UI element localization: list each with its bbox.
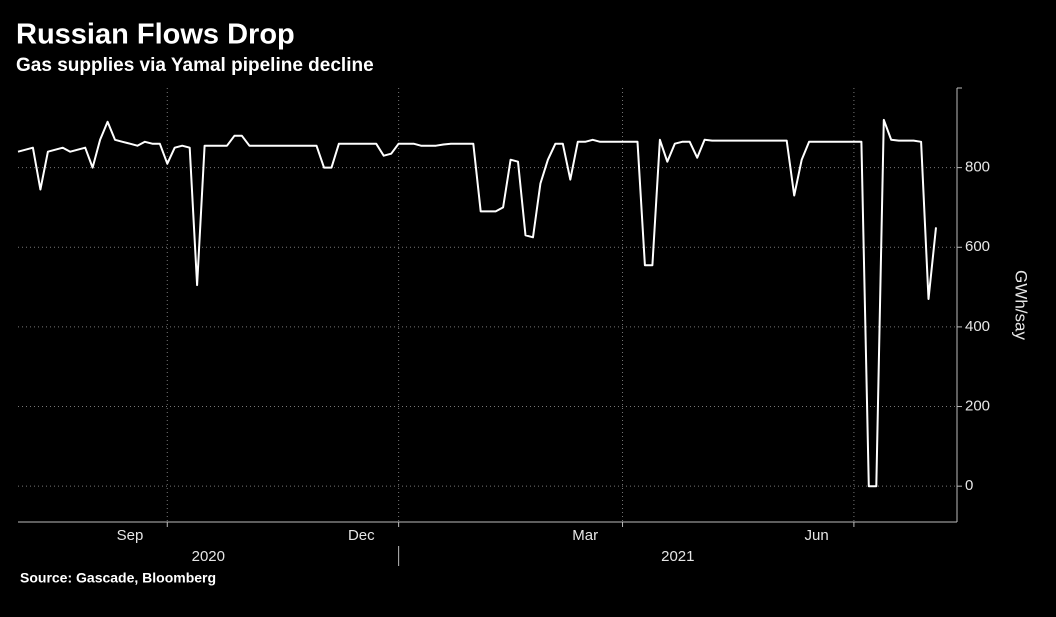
y-tick-label: 200 bbox=[965, 398, 990, 415]
x-tick-label: Mar bbox=[572, 527, 598, 544]
y-tick-label: 600 bbox=[965, 238, 990, 255]
year-label: 2021 bbox=[661, 548, 694, 565]
y-tick-label: 400 bbox=[965, 318, 990, 335]
y-tick-label: 0 bbox=[965, 477, 973, 494]
line-series bbox=[17, 118, 937, 488]
source: Source: Gascade, Bloomberg bbox=[20, 570, 216, 586]
x-tick-label: Sep bbox=[117, 527, 144, 544]
chart-title: Russian Flows Drop bbox=[16, 19, 295, 51]
y-axis-label: GWh/say bbox=[1012, 270, 1031, 340]
x-tick-label: Dec bbox=[348, 527, 375, 544]
chart-subtitle: Gas supplies via Yamal pipeline decline bbox=[16, 55, 374, 76]
x-tick-label: Jun bbox=[804, 527, 828, 544]
y-tick-label: 800 bbox=[965, 159, 990, 176]
year-label: 2020 bbox=[192, 548, 225, 565]
